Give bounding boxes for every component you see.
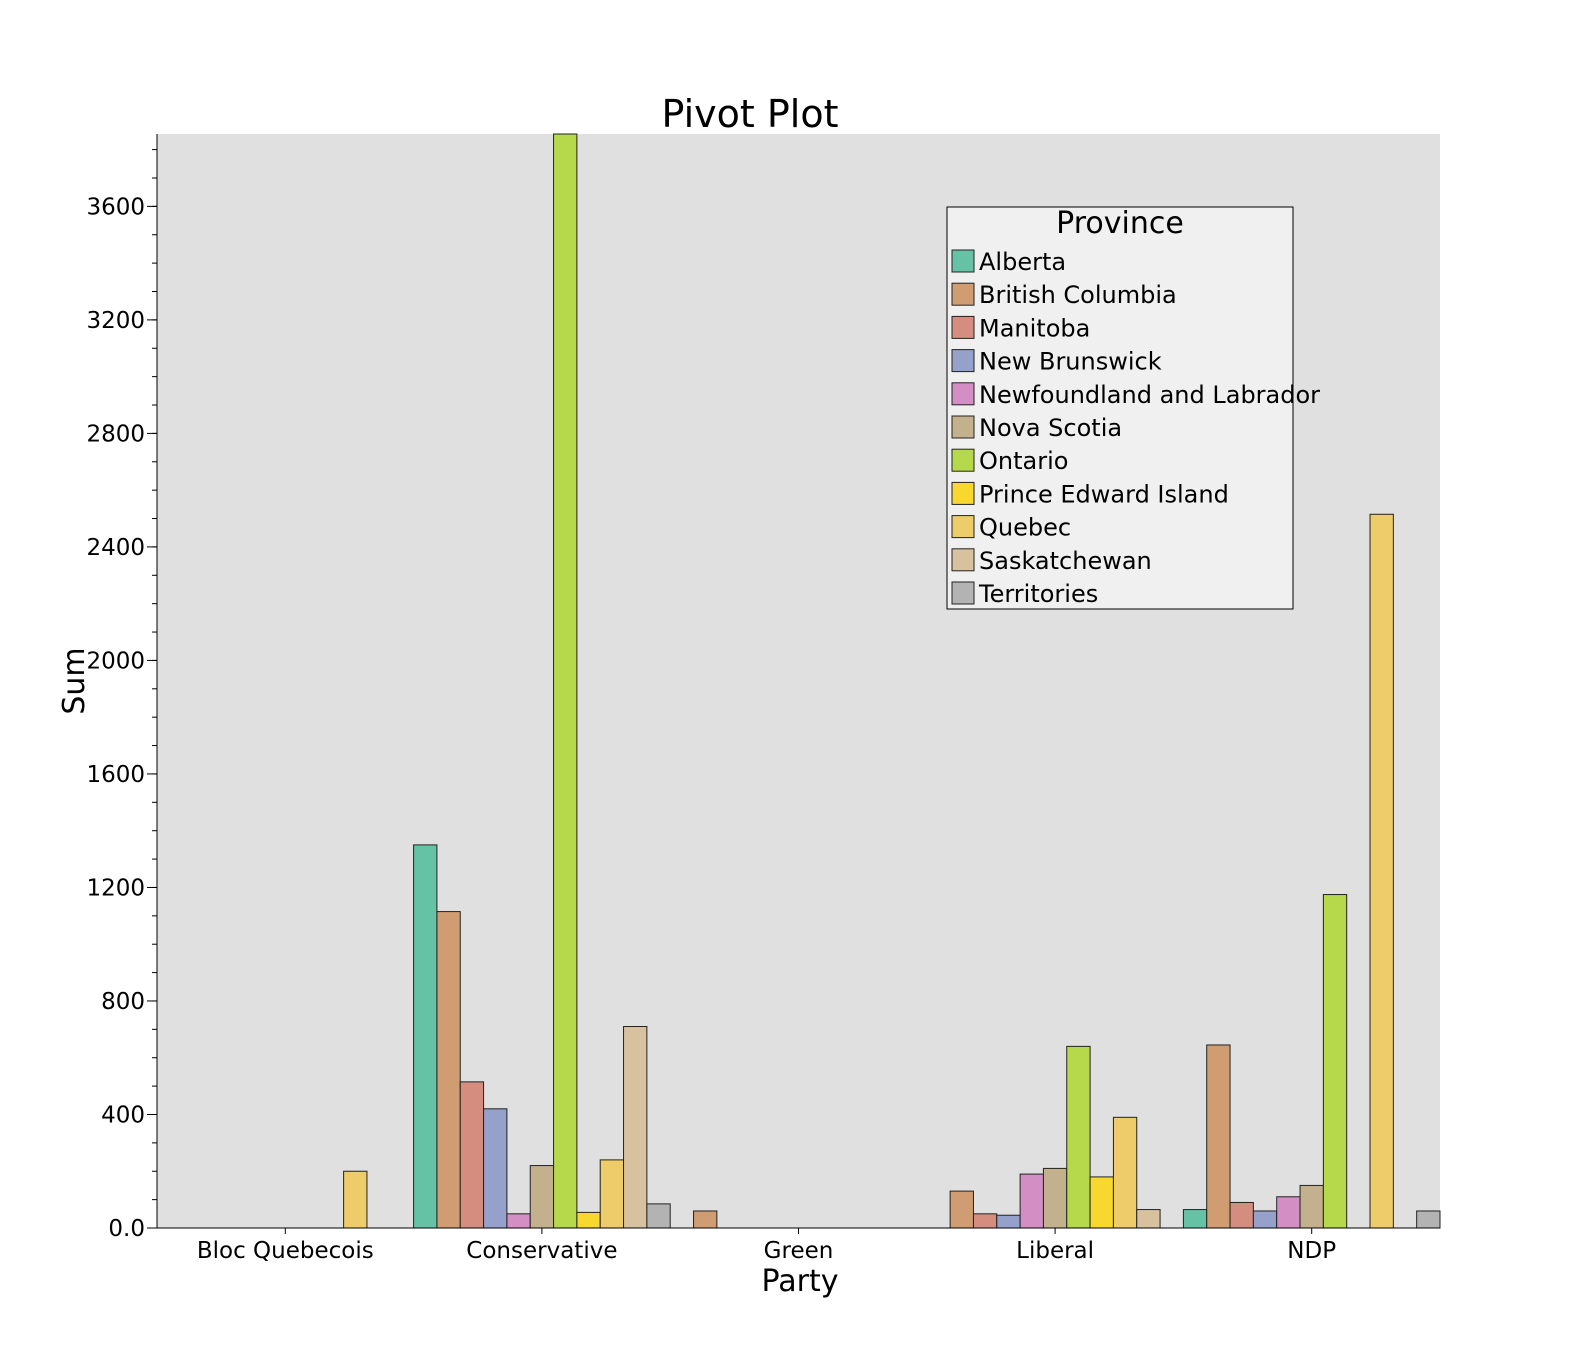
y-tick-label: 3600 [86,194,145,220]
bar-ndp-quebec [1369,513,1394,1229]
bar-liberal-quebec [1112,1116,1138,1229]
bar-liberal-ontario [1066,1045,1091,1229]
bar-liberal-prince-edward-island [1089,1176,1114,1229]
legend-label: Newfoundland and Labrador [979,381,1320,409]
bar-conservative-british-columbia [436,911,461,1229]
legend-swatch [951,448,975,472]
bar-ndp-territories [1416,1210,1441,1229]
bar-ndp-manitoba [1229,1201,1254,1229]
legend-label: Quebec [979,514,1071,542]
bar-conservative-nova-scotia [529,1165,555,1229]
bar-liberal-new-brunswick [996,1214,1021,1229]
bar-conservative-alberta [413,844,438,1229]
bar-ndp-nova-scotia [1299,1184,1324,1229]
x-axis-label: Party [762,1264,839,1299]
legend-label: Prince Edward Island [979,480,1229,508]
bar-liberal-british-columbia [949,1190,974,1229]
legend-title: Province [1056,206,1184,241]
legend-swatch [951,382,975,406]
bar-liberal-manitoba [972,1213,998,1229]
x-tick-label: NDP [1287,1238,1336,1264]
legend-swatch [951,481,975,505]
bar-conservative-quebec [599,1159,625,1229]
chart-title: Pivot Plot [662,92,839,136]
x-tick-label: Liberal [1016,1238,1094,1264]
y-tick-label: 3200 [86,308,145,334]
x-tick-label: Bloc Quebecois [197,1238,374,1264]
y-axis-minor-ticks [152,149,157,1229]
legend-label: Manitoba [979,314,1090,342]
bar-ndp-alberta [1182,1209,1208,1229]
bar-liberal-newfoundland-and-labrador [1019,1173,1044,1229]
bar-conservative-prince-edward-island [576,1211,601,1229]
legend-label: Alberta [979,248,1066,276]
y-axis-label: Sum [57,647,92,714]
y-tick-label: 400 [101,1102,145,1128]
legend-swatch [951,249,975,273]
legend-swatch [951,548,975,572]
y-tick-label: 800 [101,989,145,1015]
bar-liberal-nova-scotia [1042,1167,1068,1229]
legend-swatch [951,515,975,539]
bar-ndp-new-brunswick [1252,1210,1278,1229]
bars-group [343,133,1441,1229]
y-axis-major-ticks: 0.0 400 800 1200 1600 2000 2400 2800 3200 3600 [86,194,157,1242]
bar-liberal-saskatchewan [1136,1209,1161,1229]
bar-ndp-newfoundland-and-labrador [1276,1196,1301,1229]
bar-conservative-territories [646,1203,671,1229]
legend-label: New Brunswick [979,348,1162,376]
legend-label: Nova Scotia [979,414,1122,442]
legend-swatch [951,349,975,373]
legend-swatch [951,581,975,605]
bar-conservative-ontario [553,133,578,1229]
legend: Province Alberta British Columbia Manitoba… [946,206,1320,610]
legend-label: Saskatchewan [979,547,1152,575]
bar-bloc-quebecois-quebec [343,1170,368,1229]
legend-label: Ontario [979,447,1068,475]
x-tick-label: Conservative [466,1238,617,1264]
legend-swatch [951,415,975,439]
legend-swatch [951,282,975,306]
legend-label: British Columbia [979,281,1177,309]
bar-green-british-columbia [693,1210,718,1229]
x-tick-labels: Bloc Quebecois Conservative Green Liberal ND… [197,1228,1336,1264]
x-tick-label: Green [764,1238,834,1264]
bar-conservative-newfoundland-and-labrador [506,1213,531,1229]
legend-box [946,206,1294,610]
bar-conservative-new-brunswick [483,1108,508,1229]
y-tick-label: 1200 [86,875,145,901]
y-tick-label: 1600 [86,762,145,788]
y-tick-label: 2800 [86,421,145,447]
y-tick-label: 2400 [86,535,145,561]
legend-items: Alberta British Columbia Manitoba New Bruns… [951,248,1320,608]
bar-ndp-british-columbia [1206,1044,1231,1229]
bar-ndp-ontario [1322,894,1348,1229]
legend-label: Territories [978,580,1098,608]
bar-conservative-manitoba [459,1081,485,1229]
y-tick-label: 2000 [86,648,145,674]
y-tick-label: 0.0 [108,1216,145,1242]
bar-conservative-saskatchewan [623,1026,648,1229]
legend-swatch [951,315,975,339]
